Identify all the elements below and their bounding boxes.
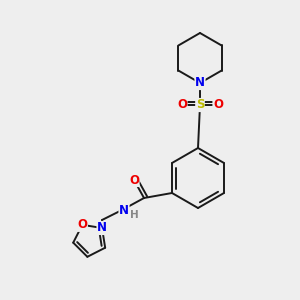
Text: H: H	[130, 210, 138, 220]
Text: S: S	[196, 98, 204, 112]
Text: O: O	[213, 98, 223, 112]
Text: N: N	[119, 203, 129, 217]
Text: O: O	[177, 98, 187, 112]
Text: O: O	[129, 173, 139, 187]
Text: O: O	[77, 218, 87, 231]
Text: N: N	[195, 76, 205, 89]
Text: N: N	[97, 221, 107, 235]
